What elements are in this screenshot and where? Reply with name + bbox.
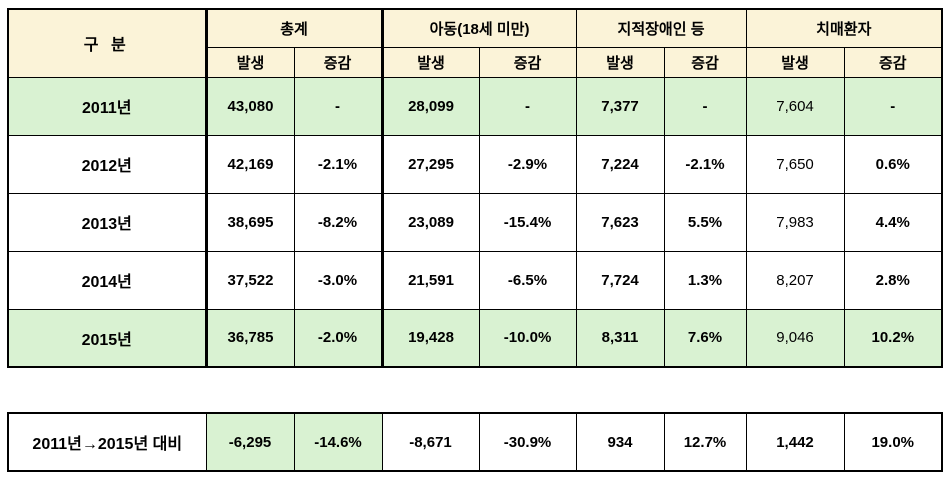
data-cell: - <box>293 76 384 136</box>
sub-header-occurrence: 발생 <box>575 46 665 78</box>
data-cell: 7.6% <box>663 308 747 368</box>
summary-cell: 12.7% <box>663 412 747 472</box>
data-cell: -6.5% <box>478 250 577 310</box>
data-cell: 10.2% <box>843 308 943 368</box>
year-row-2014: 2014년 37,522 -3.0% 21,591 -6.5% 7,724 1.… <box>7 250 943 310</box>
data-cell: -2.9% <box>478 134 577 194</box>
year-row-2013: 2013년 38,695 -8.2% 23,089 -15.4% 7,623 5… <box>7 192 943 252</box>
data-cell: 36,785 <box>204 308 295 368</box>
sub-header-change: 증감 <box>478 46 577 78</box>
year-row-2012: 2012년 42,169 -2.1% 27,295 -2.9% 7,224 -2… <box>7 134 943 194</box>
group-header-dementia: 치매환자 <box>745 8 943 48</box>
data-cell: -3.0% <box>293 250 384 310</box>
data-cell: 4.4% <box>843 192 943 252</box>
sub-header-occurrence: 발생 <box>745 46 845 78</box>
data-cell: 0.6% <box>843 134 943 194</box>
year-row-2015: 2015년 36,785 -2.0% 19,428 -10.0% 8,311 7… <box>7 308 943 368</box>
summary-cell: -30.9% <box>478 412 577 472</box>
group-header-children: 아동(18세 미만) <box>381 8 577 48</box>
summary-cell: 1,442 <box>745 412 845 472</box>
data-cell: 38,695 <box>204 192 295 252</box>
data-cell: 27,295 <box>381 134 480 194</box>
data-cell: 28,099 <box>381 76 480 136</box>
summary-cell: -8,671 <box>381 412 480 472</box>
data-cell: 43,080 <box>204 76 295 136</box>
group-header-disabled: 지적장애인 등 <box>575 8 747 48</box>
data-cell: 9,046 <box>745 308 845 368</box>
sub-header-change: 증감 <box>293 46 384 78</box>
data-cell: 7,224 <box>575 134 665 194</box>
group-header-total: 총계 <box>204 8 384 48</box>
data-cell: 21,591 <box>381 250 480 310</box>
data-cell: -2.1% <box>293 134 384 194</box>
sub-header-change: 증감 <box>843 46 943 78</box>
corner-header: 구 분 <box>7 8 207 78</box>
data-cell: 7,983 <box>745 192 845 252</box>
data-cell: 7,724 <box>575 250 665 310</box>
comparison-summary-table: 2011년→2015년 대비 -6,295 -14.6% -8,671 -30.… <box>7 412 943 472</box>
data-cell: - <box>663 76 747 136</box>
row-label: 2013년 <box>7 192 207 252</box>
data-cell: -2.1% <box>663 134 747 194</box>
data-cell: 2.8% <box>843 250 943 310</box>
data-cell: 7,650 <box>745 134 845 194</box>
data-cell: 7,623 <box>575 192 665 252</box>
sub-header-change: 증감 <box>663 46 747 78</box>
sub-header-occurrence: 발생 <box>381 46 480 78</box>
data-cell: 7,604 <box>745 76 845 136</box>
missing-persons-table: 구 분 총계 아동(18세 미만) 지적장애인 등 치매환자 발생 증감 발생 … <box>7 8 944 368</box>
summary-cell: 19.0% <box>843 412 943 472</box>
summary-row: 2011년→2015년 대비 -6,295 -14.6% -8,671 -30.… <box>7 412 943 472</box>
data-cell: 8,311 <box>575 308 665 368</box>
summary-cell: -14.6% <box>293 412 383 472</box>
row-label: 2015년 <box>7 308 207 368</box>
summary-cell: -6,295 <box>205 412 295 472</box>
data-cell: 37,522 <box>204 250 295 310</box>
row-label: 2011년 <box>7 76 207 136</box>
data-cell: -8.2% <box>293 192 384 252</box>
data-cell: 5.5% <box>663 192 747 252</box>
data-cell: -10.0% <box>478 308 577 368</box>
data-cell: 19,428 <box>381 308 480 368</box>
data-cell: - <box>843 76 943 136</box>
data-cell: 7,377 <box>575 76 665 136</box>
summary-cell: 934 <box>575 412 665 472</box>
data-cell: 23,089 <box>381 192 480 252</box>
data-cell: -2.0% <box>293 308 384 368</box>
data-cell: - <box>478 76 577 136</box>
data-cell: 42,169 <box>204 134 295 194</box>
row-label: 2014년 <box>7 250 207 310</box>
summary-label: 2011년→2015년 대비 <box>7 412 207 472</box>
year-row-2011: 2011년 43,080 - 28,099 - 7,377 - 7,604 - <box>7 76 943 136</box>
data-cell: 1.3% <box>663 250 747 310</box>
sub-header-occurrence: 발생 <box>204 46 295 78</box>
row-label: 2012년 <box>7 134 207 194</box>
data-cell: -15.4% <box>478 192 577 252</box>
data-cell: 8,207 <box>745 250 845 310</box>
